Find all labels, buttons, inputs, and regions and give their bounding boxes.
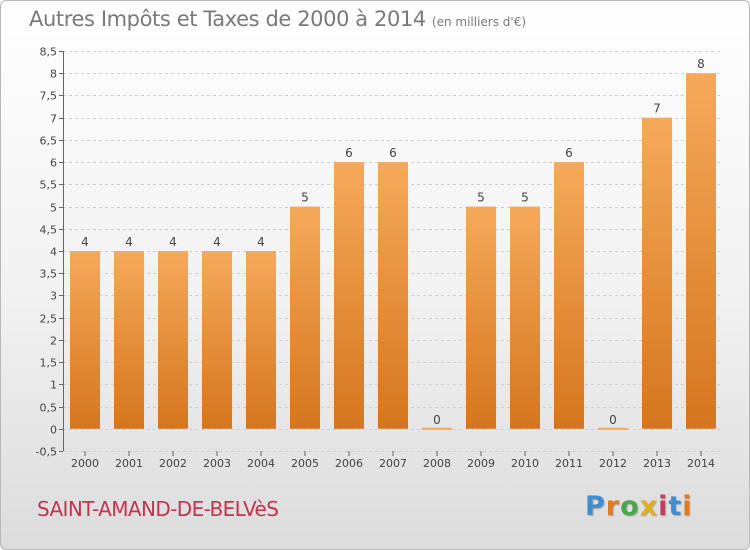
x-tick-label: 2010 [511,457,539,470]
x-tick-label: 2003 [203,457,231,470]
data-label: 5 [477,191,485,205]
data-label: 7 [653,102,661,116]
logo-letter: x [639,491,659,522]
chart-unit: (en milliers d'€) [431,15,527,29]
y-tick-label: 6 [50,157,57,170]
bar [686,73,716,429]
axes [59,51,702,456]
x-tick-label: 2009 [467,457,495,470]
bar [422,427,452,430]
data-label: 0 [433,413,441,427]
y-tick-label: 1 [50,379,57,392]
y-tick-label: 1,5 [40,357,58,370]
chart-title: Autres Impôts et Taxes de 2000 à 2014 (en… [29,7,526,31]
proxiti-logo[interactable]: Proxiti [585,491,693,522]
data-label: 4 [125,235,133,249]
x-tick-label: 2008 [423,457,451,470]
y-tick-label: 0,5 [40,402,58,415]
y-tick-label: 4 [50,246,57,259]
bar [642,117,672,429]
x-tick-label: 2011 [555,457,583,470]
logo-letter: i [682,491,693,522]
bar [510,206,540,429]
logo-letter: i [658,491,669,522]
y-tick-label: 2,5 [40,313,58,326]
bar [378,162,408,429]
logo-letter: t [668,491,683,522]
x-tick-label: 2013 [643,457,671,470]
bar [114,251,144,429]
logo-letter: o [620,491,640,522]
x-tick-label: 2004 [247,457,275,470]
data-label: 6 [345,146,353,160]
data-label: 5 [521,191,529,205]
x-tick-label: 2006 [335,457,363,470]
y-tick-label: 3,5 [40,268,58,281]
data-label: 4 [257,235,265,249]
bar [598,427,628,430]
bar [334,162,364,429]
bar [70,251,100,429]
chart-title-text: Autres Impôts et Taxes de 2000 à 2014 [29,7,426,31]
y-tick-label: 7,5 [40,90,58,103]
data-label: 4 [213,235,221,249]
x-tick-label: 2005 [291,457,319,470]
data-label: 0 [609,413,617,427]
x-tick-label: 2014 [687,457,715,470]
data-label: 6 [565,146,573,160]
logo-letter: r [605,491,621,522]
x-tick-label: 2001 [115,457,143,470]
bar [290,206,320,429]
y-tick-label: 2 [50,335,57,348]
data-label: 4 [81,235,89,249]
y-tick-label: 6,5 [40,135,58,148]
data-label: 4 [169,235,177,249]
x-tick-label: 2002 [159,457,187,470]
bar [246,251,276,429]
logo-letter: P [585,491,606,522]
y-tick-label: 5,5 [40,179,58,192]
data-label: 5 [301,191,309,205]
commune-name: SAINT-AMAND-DE-BELVèS [37,497,279,521]
data-label: 6 [389,146,397,160]
bar [158,251,188,429]
y-tick-label: 0 [50,424,57,437]
data-label: 8 [697,57,705,71]
y-tick-label: 4,5 [40,224,58,237]
bar [202,251,232,429]
y-tick-label: 8,5 [40,46,58,59]
bars [70,73,716,430]
x-tick-label: 2012 [599,457,627,470]
x-tick-label: 2000 [71,457,99,470]
y-tick-label: 3 [50,290,57,303]
y-tick-label: 5 [50,202,57,215]
bar [466,206,496,429]
y-tick-label: 8 [50,68,57,81]
y-tick-label: 7 [50,113,57,126]
y-tick-label: -0,5 [36,446,57,459]
bar [554,162,584,429]
x-tick-label: 2007 [379,457,407,470]
labels: -0,5 0 0,5 1 1,5 2 2,5 3 3,5 4 4,5 5 5,5 6 6,5 7 7,5 8 8,5… [36,46,715,471]
